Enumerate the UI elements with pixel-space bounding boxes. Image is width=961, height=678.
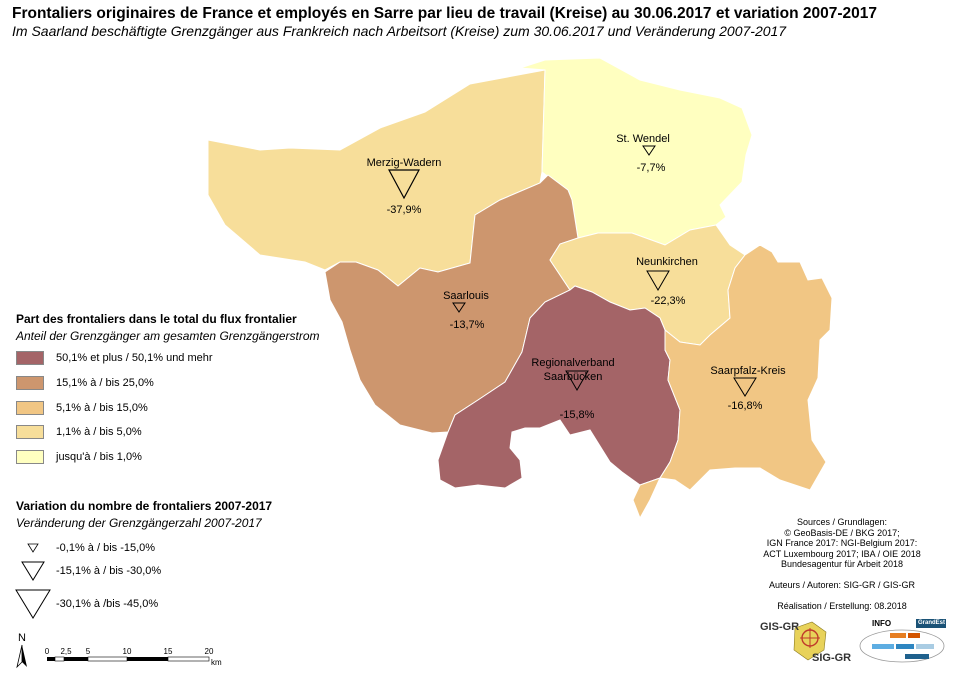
- change-st-wendel: -7,7%: [637, 162, 666, 174]
- scale-unit: km: [211, 658, 222, 667]
- change-triangle-neunkirchen: [646, 270, 670, 291]
- sources-line-5: Bundesagentur für Arbeit 2018: [780, 559, 904, 569]
- change-triangle-saarpfalz-kreis: [733, 377, 757, 397]
- scale-tick-2-5: 2,5: [60, 647, 72, 656]
- legend-label-1: 50,1% et plus / 50,1% und mehr: [56, 352, 213, 364]
- label-merzig-wadern: Merzig-Wadern: [367, 157, 442, 169]
- label-neunkirchen: Neunkirchen: [636, 256, 698, 268]
- change-triangle-saarbruecken: [565, 370, 589, 391]
- map-subtitle: Im Saarland beschäftigte Grenzgänger aus…: [12, 23, 787, 39]
- logo-sig-gr-text: SIG-GR: [812, 652, 852, 664]
- sources-block: Sources / Grundlagen: © GeoBasis-DE / BK…: [747, 517, 937, 570]
- legend-triangle-medium: [21, 561, 45, 581]
- authors-credit: Auteurs / Autoren: SIG-GR / GIS-GR: [768, 580, 916, 590]
- label-st-wendel: St. Wendel: [616, 133, 670, 145]
- legend-label-5: jusqu'à / bis 1,0%: [56, 451, 142, 463]
- legend-change-label-1: -0,1% à / bis -15,0%: [56, 542, 156, 554]
- legend-change-subtitle: Veränderung der Grenzgängerzahl 2007-201…: [16, 516, 262, 530]
- scale-tick-10: 10: [123, 647, 132, 656]
- north-label: N: [18, 632, 26, 644]
- scale-bar: [47, 656, 210, 662]
- legend-change-label-3: -30,1% à /bis -45,0%: [56, 598, 159, 610]
- legend-label-3: 5,1% à / bis 15,0%: [56, 402, 148, 414]
- legend-share-subtitle: Anteil der Grenzgänger am gesamten Grenz…: [16, 329, 320, 343]
- legend-swatch-2: [16, 376, 44, 390]
- legend-swatch-3: [16, 401, 44, 415]
- gis-gr-logo-icon: [793, 621, 827, 661]
- change-saarbruecken: -15,8%: [560, 409, 595, 421]
- sources-line-3: IGN France 2017: NGI-Belgium 2017:: [766, 538, 918, 548]
- label-saarbruecken-line1: Regionalverband: [531, 357, 614, 369]
- legend-triangle-small: [27, 543, 39, 553]
- change-triangle-saarlouis: [452, 302, 466, 313]
- logo-info-text: INFO: [872, 619, 892, 628]
- scale-tick-15: 15: [164, 647, 173, 656]
- label-saarlouis: Saarlouis: [443, 290, 489, 302]
- scale-tick-0: 0: [45, 647, 50, 656]
- change-saarpfalz-kreis: -16,8%: [728, 400, 763, 412]
- district-regionalverband-saarbruecken: [437, 285, 681, 489]
- north-arrow-icon: [16, 644, 23, 669]
- realisation-credit: Réalisation / Erstellung: 08.2018: [777, 601, 907, 611]
- label-saarbruecken-line2: Saarbücken: [544, 371, 603, 383]
- north-arrow-fill: [22, 645, 27, 667]
- scale-tick-5: 5: [86, 647, 91, 656]
- legend-swatch-1: [16, 351, 44, 365]
- change-neunkirchen: -22,3%: [651, 295, 686, 307]
- change-triangle-st-wendel: [642, 145, 656, 156]
- sources-line-4: ACT Luxembourg 2017; IBA / OIE 2018: [763, 548, 921, 559]
- change-triangle-merzig-wadern: [387, 169, 421, 200]
- logo-gis-gr-text: GIS-GR: [760, 621, 800, 633]
- legend-change-title: Variation du nombre de frontaliers 2007-…: [16, 499, 273, 513]
- logo-grandest-text: GrandEst: [918, 620, 946, 626]
- label-saarpfalz-kreis: Saarpfalz-Kreis: [710, 365, 786, 377]
- map-title: Frontaliers originaires de France et emp…: [12, 5, 877, 22]
- legend-label-4: 1,1% à / bis 5,0%: [56, 426, 142, 438]
- partner-logos-icon: [859, 619, 946, 663]
- legend-swatch-5: [16, 450, 44, 464]
- scale-tick-20: 20: [205, 647, 214, 656]
- legend-swatch-4: [16, 425, 44, 439]
- legend-share-title: Part des frontaliers dans le total du fl…: [16, 312, 297, 326]
- legend-change-label-2: -15,1% à / bis -30,0%: [56, 565, 162, 577]
- change-merzig-wadern: -37,9%: [387, 204, 422, 216]
- sources-line-1: Sources / Grundlagen:: [796, 517, 888, 527]
- change-saarlouis: -13,7%: [450, 319, 485, 331]
- legend-label-2: 15,1% à / bis 25,0%: [56, 377, 154, 389]
- district-saarpfalz-kreis: [632, 244, 833, 520]
- sources-line-2: © GeoBasis-DE / BKG 2017;: [784, 527, 900, 538]
- legend-triangle-large: [15, 589, 51, 619]
